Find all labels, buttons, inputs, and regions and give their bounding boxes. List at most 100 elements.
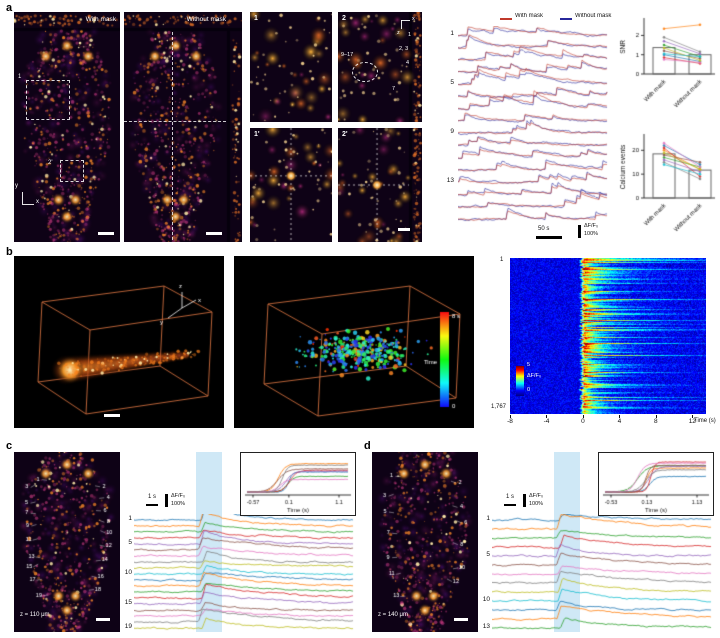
trace-row-label: 15 [124,599,132,606]
trace-row-label: 1 [486,515,490,522]
crosshair-horizontal [124,121,226,122]
onset-inset-d [598,452,714,516]
colorbar-label: ΔF/F₀ [527,373,542,379]
activity-heatmap [510,258,706,414]
neuron-mark-7: 7 [392,86,396,92]
colorbar-tick-max: 5 [527,362,531,368]
calcium-events-chart [616,124,718,246]
scale-bar [98,232,114,235]
legend-marker-with-mask [500,18,512,20]
traces-canvas-c [134,514,354,632]
axis-y-label: y [15,183,18,189]
trace-row-label: 5 [486,551,490,558]
trace-row-label: 5 [128,539,132,546]
inset-1-prime-image [250,128,332,242]
scale-bar [206,232,222,235]
scale-bar [398,228,410,231]
roi-box-1 [26,80,70,120]
trace-row-label: 19 [124,623,132,630]
inset-2-prime-image [338,128,422,242]
depth-label-d: z = 140 μm [378,612,408,618]
trace-row-labels: 1 5 10 13 [476,514,490,632]
axis-z-label: z [397,30,400,36]
trace-row-label: 10 [124,569,132,576]
inset-2-prime-label: 2' [342,131,348,138]
trace-row-label: 10 [482,596,490,603]
scale-bar [96,618,110,621]
heatmap-xtick: 8 [648,415,664,425]
df-scale-bar [165,494,168,507]
legend-with-mask: With mask [515,13,544,19]
heatmap-xtick: 4 [611,415,627,425]
time-scale-bar [504,504,516,506]
scale-bar [104,414,120,417]
heatmap-xtick: 0 [575,415,591,425]
scale-bar [454,618,468,621]
snr-chart [616,8,718,122]
without-mask-image-label: Without mask [186,16,226,23]
axis-x-label: x [412,16,415,22]
df-scale-pct: 100% [584,231,599,237]
brain-z140-image [372,452,478,632]
trace-row-label: 5 [450,79,454,87]
df-scale-bar [523,494,526,507]
time-scale-label-c: 1 s [148,494,157,500]
time-scale-bar [536,236,562,239]
df-scale-label-c: ΔF/F₀ [171,493,186,499]
time-scale-label-d: 1 s [506,494,515,500]
heatmap-x-axis: -8 -4 0 4 8 12 [507,415,710,427]
axis-x-label: x [36,199,39,205]
legend-without-mask: Without mask [575,13,612,19]
trace-row-label: 1 [450,30,454,38]
axis-y-arrow [22,192,23,204]
trace-row-label: 13 [446,177,454,185]
trace-row-labels: 1 5 9 13 [440,26,454,222]
onset-inset-c [240,452,356,516]
axis-x-arrow [22,204,34,205]
axis-z-arrow [401,20,402,29]
roi-box-2-label: 2' [48,160,53,166]
volume-render-image [14,256,224,428]
neuron-group-ellipse [352,62,378,82]
heatmap-xtick: 12 [684,415,700,425]
panel-b-label: b [6,246,13,258]
legend-marker-without-mask [560,18,572,20]
df-scale-label-d: ΔF/F₀ [529,493,544,499]
time-scale-bar [146,504,158,506]
roi-box-2 [60,160,84,182]
brain-without-mask-image [124,12,242,242]
panel-d-label: d [364,440,371,452]
inset-1-image [250,12,332,122]
inset-2-label: 2 [342,15,346,22]
neuron-scatter-3d [234,256,474,428]
df-scale-pct-d: 100% [529,501,544,507]
inset-1-prime-label: 1' [254,131,260,138]
with-mask-image-label: With mask [85,16,116,23]
heatmap-x-label: Time (s) [694,418,716,424]
crosshair-vertical [172,32,173,240]
colorbar-tick-min: 0 [527,387,531,393]
heatmap-row-bottom: 1,767 [490,404,506,410]
traces-canvas-d [492,514,712,632]
time-scale-label: 50 s [538,226,550,232]
neuron-mark-1: 1 [408,32,412,38]
inset-1-label: 1 [254,15,258,22]
roi-box-1-label: 1 [18,74,22,80]
neuron-mark-4: 4 [406,60,410,66]
panel-c-label: c [6,440,13,452]
neuron-group-label: 9–17 [341,52,354,58]
heatmap-xtick: -4 [538,415,554,425]
heatmap-xtick: -8 [502,415,518,425]
df-scale-bar [578,225,581,238]
depth-label-c: z = 110 μm [20,612,50,618]
inset-2-image [338,12,422,122]
neuron-mark-2-3: 2, 3 [399,46,409,52]
trace-row-label: 1 [128,515,132,522]
heatmap-colorbar [516,366,524,396]
brain-with-mask-image [14,12,120,242]
trace-row-labels: 1 5 10 15 19 [118,514,132,632]
df-scale-label: ΔF/F₀ [584,223,599,229]
heatmap-row-top: 1 [500,257,504,263]
trace-row-label: 13 [482,623,490,630]
